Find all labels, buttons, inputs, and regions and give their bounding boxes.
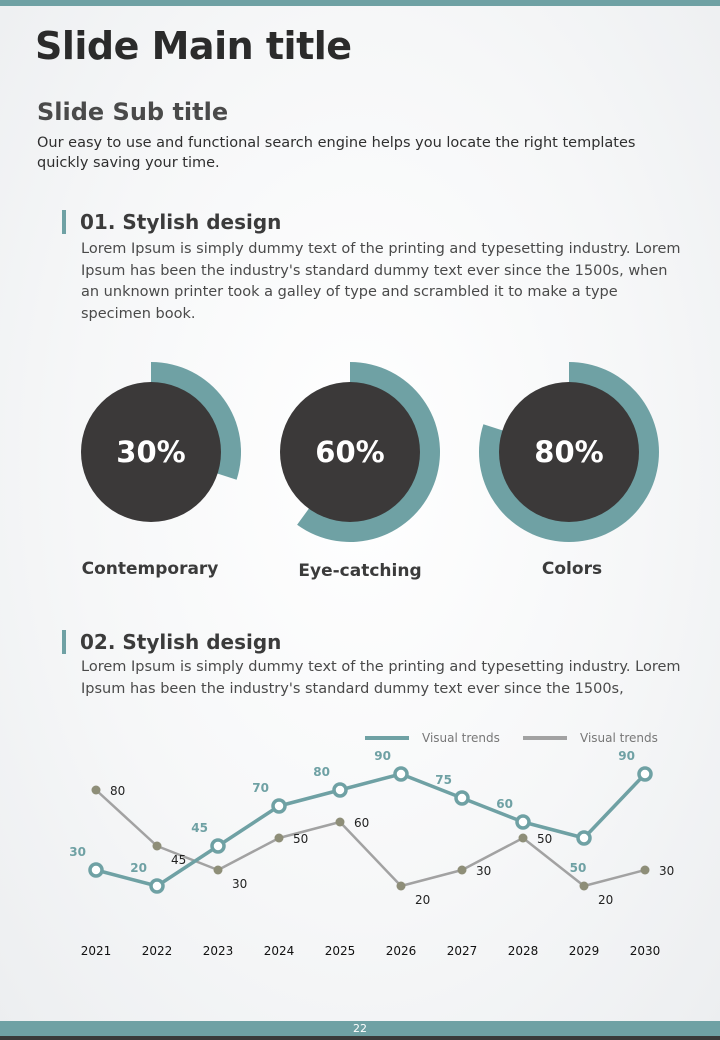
series-1-point-label: 45 <box>191 821 208 835</box>
x-tick-label: 2022 <box>142 944 173 958</box>
donut-2-value: 60% <box>315 435 384 469</box>
series-1-point <box>576 830 592 846</box>
donut-2-center <box>280 382 420 522</box>
series-2-point-label: 30 <box>659 864 674 878</box>
donut-charts: 30% 60% 80% <box>81 362 659 542</box>
donut-1-value: 30% <box>116 435 185 469</box>
donut-1-center <box>81 382 221 522</box>
series-2-point-label: 50 <box>293 832 308 846</box>
page-title: Slide Main title <box>35 24 352 68</box>
series-2-point-label: 20 <box>415 893 430 907</box>
x-tick-label: 2021 <box>81 944 112 958</box>
series-1-point-label: 70 <box>252 781 269 795</box>
series-2-point <box>213 865 223 875</box>
series-2-point-label: 30 <box>232 877 247 891</box>
donut-3-value: 80% <box>534 435 603 469</box>
line-chart: Visual trends Visual trends80453050602030… <box>69 731 674 958</box>
x-tick-label: 2025 <box>325 944 356 958</box>
donut-caption-1: Contemporary <box>81 559 219 579</box>
series-1-point <box>637 766 653 782</box>
x-tick-label: 2028 <box>508 944 539 958</box>
donut-3-center <box>499 382 639 522</box>
donut-caption-3: Colors <box>541 559 603 579</box>
series-2-point-label: 50 <box>537 832 552 846</box>
section2-text: Lorem Ipsum is simply dummy text of the … <box>81 659 681 697</box>
series-1-point-label: 90 <box>374 749 391 763</box>
legend-label-2: Visual trends <box>580 731 658 745</box>
x-tick-label: 2027 <box>447 944 478 958</box>
series-1-point-label: 90 <box>618 749 635 763</box>
series-2-point <box>579 881 589 891</box>
series-1-point-label: 75 <box>435 773 452 787</box>
series-2-point <box>152 841 162 851</box>
series-2-point <box>640 865 650 875</box>
series-1-point <box>454 790 470 806</box>
legend-label-1: Visual trends <box>422 731 500 745</box>
bottom-dark-strip <box>0 1036 720 1040</box>
section2-heading: 02. Stylish design <box>62 630 281 654</box>
series-1-point-label: 50 <box>570 861 587 875</box>
page-number: 22 <box>353 1022 367 1035</box>
series-2-point-label: 45 <box>171 853 186 867</box>
series-2-point-label: 80 <box>110 784 125 798</box>
intro-text: Our easy to use and functional search en… <box>37 135 636 171</box>
series-2-point <box>396 881 406 891</box>
series-1-point <box>515 814 531 830</box>
donut-caption-2: Eye-catching <box>298 561 422 581</box>
series-1-point-label: 20 <box>130 861 147 875</box>
x-tick-label: 2030 <box>630 944 661 958</box>
x-tick-label: 2026 <box>386 944 417 958</box>
x-tick-label: 2023 <box>203 944 234 958</box>
series-2-point-label: 60 <box>354 816 369 830</box>
x-tick-label: 2024 <box>264 944 295 958</box>
series-1-point-label: 30 <box>69 845 86 859</box>
series-1-point <box>393 766 409 782</box>
series-2-point-label: 20 <box>598 893 613 907</box>
series-1-point <box>210 838 226 854</box>
top-accent-bar <box>0 0 720 6</box>
series-2-point <box>274 833 284 843</box>
x-tick-label: 2029 <box>569 944 600 958</box>
series-1-line <box>95 772 647 888</box>
series-2-point <box>457 865 467 875</box>
series-2-point <box>91 785 101 795</box>
series-1-point <box>332 782 348 798</box>
section1-heading: 01. Stylish design <box>62 210 281 234</box>
page-subtitle: Slide Sub title <box>37 98 229 126</box>
series-1-point-label: 80 <box>313 765 330 779</box>
section1-text: Lorem Ipsum is simply dummy text of the … <box>81 241 681 322</box>
series-1-point <box>88 862 104 878</box>
bottom-accent-bar <box>0 1021 720 1036</box>
series-2-point <box>518 833 528 843</box>
series-2-point <box>335 817 345 827</box>
series-1-point <box>149 878 165 894</box>
series-1-point <box>271 798 287 814</box>
series-2-line <box>95 789 646 888</box>
series-1-point-label: 60 <box>496 797 513 811</box>
series-2-point-label: 30 <box>476 864 491 878</box>
